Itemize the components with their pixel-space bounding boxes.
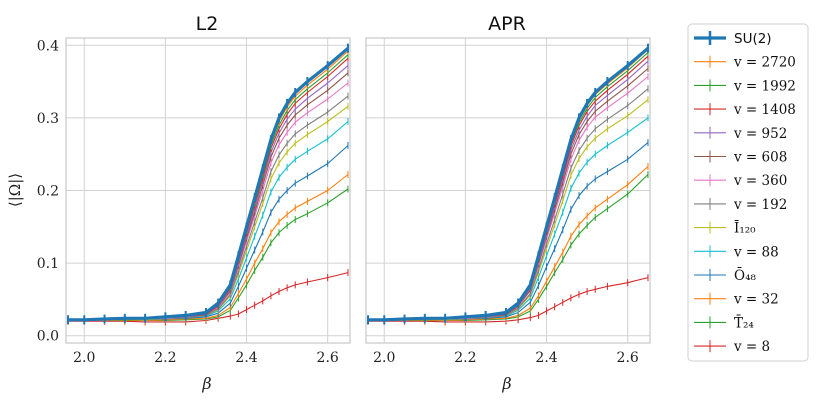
series-line [368, 68, 649, 321]
series-group [367, 43, 650, 326]
series-line [368, 76, 649, 321]
legend-item: v = 360 [694, 173, 787, 189]
legend-label: T̄₂₄ [734, 315, 754, 331]
chart-title-apr: APR [488, 13, 526, 35]
series-line [368, 88, 649, 321]
legend-item: v = 608 [694, 150, 787, 166]
series-line [368, 52, 649, 321]
series-line [68, 188, 349, 322]
series-line [368, 166, 649, 322]
series-line [368, 142, 649, 321]
legend-label: v = 2720 [733, 55, 796, 71]
series-line [68, 50, 349, 321]
x-axis-label-l2: β [201, 374, 211, 393]
series-line [68, 82, 349, 321]
chart-title-l2: L2 [196, 13, 219, 35]
legend-label: v = 8 [733, 339, 770, 355]
legend: SU(2) v = 2720 v = 1992 v = 1408 v = 952 v = … [687, 23, 809, 362]
legend-item: v = 192 [694, 197, 787, 213]
series-line [68, 65, 349, 321]
series-line [68, 46, 350, 322]
legend-label: v = 32 [733, 292, 779, 308]
legend-label: v = 1408 [733, 102, 796, 118]
legend-item: T̄₂₄ [694, 315, 754, 331]
legend-item: v = 88 [694, 244, 779, 260]
legend-item: v = 952 [694, 126, 787, 142]
series-line [368, 174, 649, 322]
x-tick-label: 2.0 [373, 350, 395, 366]
legend-label: Ī₁₂₀ [734, 221, 756, 237]
series-line [68, 145, 349, 321]
y-tick-label: 0.0 [37, 329, 59, 345]
series-line [68, 57, 349, 321]
series-line [68, 95, 349, 321]
legend-item: v = 2720 [694, 55, 796, 71]
x-tick-label: 2.6 [617, 350, 639, 366]
legend-frame [687, 23, 809, 362]
x-tick-label: 2.0 [73, 350, 95, 366]
plot-frame [365, 37, 651, 344]
legend-label: Ō₄₈ [734, 268, 756, 284]
y-tick-label: 0.1 [37, 256, 59, 272]
series-line [368, 49, 649, 321]
x-tick-label: 2.4 [535, 350, 557, 366]
legend-label: v = 360 [733, 173, 787, 189]
legend-label: v = 952 [733, 126, 787, 142]
legend-label: v = 608 [733, 150, 787, 166]
y-axis-label: ⟨|Ω|⟩ [6, 173, 24, 207]
x-tick-label: 2.4 [235, 350, 257, 366]
series-line [368, 55, 649, 321]
series-line [68, 121, 349, 321]
legend-label: v = 1992 [733, 78, 796, 94]
legend-label: SU(2) [734, 31, 772, 47]
legend-item: SU(2) [694, 31, 772, 47]
legend-item: v = 32 [694, 292, 779, 308]
x-tick-label: 2.6 [317, 350, 339, 366]
y-tick-label: 0.4 [37, 38, 59, 54]
plot-frame [65, 37, 351, 344]
y-tick-label: 0.3 [37, 111, 59, 127]
y-tick-label: 0.2 [37, 184, 59, 200]
legend-label: v = 192 [733, 197, 787, 213]
legend-label: v = 88 [733, 244, 779, 260]
series-line [68, 174, 349, 322]
chart-panel-l2: L2 β ⟨|Ω|⟩ 2.0 2.2 2.4 2.6 0.0 0.1 0.2 0.3 0.4 [6, 13, 351, 393]
legend-item: v = 1408 [694, 102, 796, 118]
series-line [68, 105, 349, 321]
series-line [368, 117, 649, 321]
legend-item: v = 8 [694, 339, 770, 355]
x-axis-label-apr: β [501, 374, 511, 393]
x-tick-label: 2.2 [154, 350, 176, 366]
legend-item: Ō₄₈ [694, 268, 756, 284]
chart-panel-apr: APR β 2.0 2.2 2.4 2.6 [365, 13, 651, 393]
series-line [368, 46, 650, 322]
x-tick-label: 2.2 [454, 350, 476, 366]
legend-item: v = 1992 [694, 78, 796, 94]
legend-item: Ī₁₂₀ [694, 221, 756, 237]
series-group [67, 43, 350, 326]
